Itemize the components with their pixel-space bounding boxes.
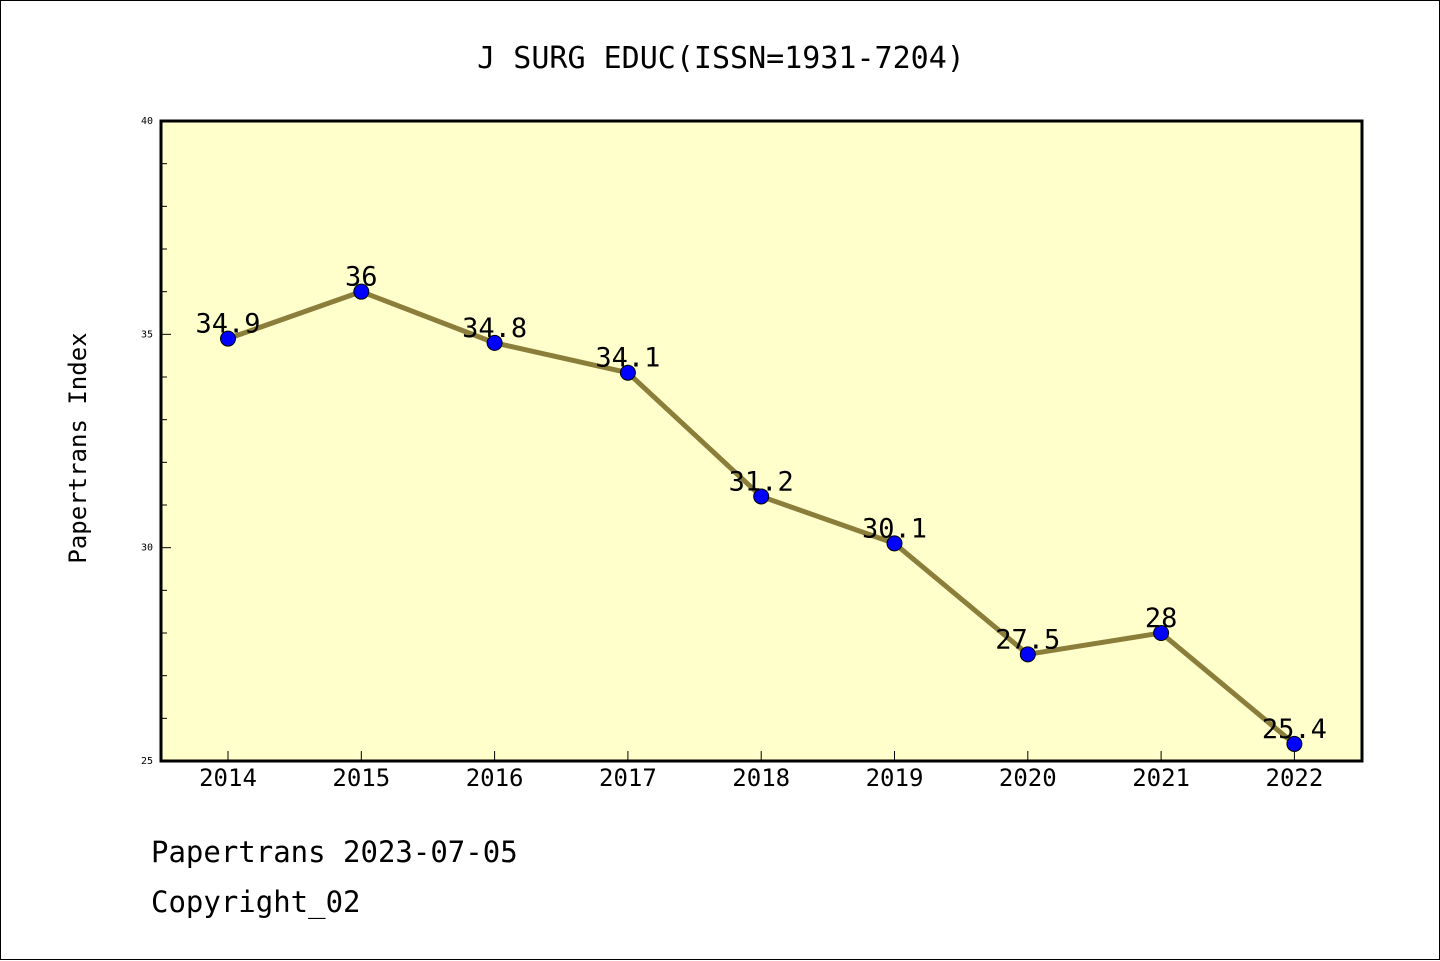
x-tick-label: 2020: [999, 764, 1057, 792]
data-point: [220, 330, 236, 347]
x-tick-label: 2016: [466, 764, 524, 792]
x-tick-label: 2017: [599, 764, 657, 792]
data-label: 34.8: [462, 313, 527, 344]
data-markers: [220, 283, 1303, 752]
y-tick-label: 40: [141, 116, 153, 127]
plot-area: [159, 119, 1364, 763]
y-tick-label: 30: [141, 543, 153, 554]
data-point: [619, 364, 636, 381]
data-point: [486, 334, 503, 351]
x-tick-label: 2021: [1132, 764, 1190, 792]
footer-copyright: Copyright_02: [151, 885, 361, 919]
footer-date: Papertrans 2023-07-05: [151, 835, 518, 869]
data-label: 30.1: [862, 513, 927, 544]
x-tick-label: 2019: [866, 764, 924, 792]
y-axis: 25 30 35 40: [141, 116, 171, 767]
data-label: 27.5: [995, 624, 1060, 655]
data-point: [753, 488, 770, 505]
x-axis: 2014 2015 2016 2017 2018 2019 2020 2021 2022: [199, 751, 1323, 792]
data-point: [1153, 625, 1170, 641]
data-label: 34.9: [195, 309, 260, 340]
data-label: 36: [345, 262, 378, 293]
data-point: [1286, 735, 1303, 752]
data-point: [1019, 646, 1036, 663]
data-label: 28: [1145, 603, 1178, 634]
data-label: 31.2: [729, 466, 794, 497]
x-tick-label: 2014: [199, 764, 257, 792]
data-label: 34.1: [595, 343, 660, 374]
y-axis-label: Papertrans Index: [64, 332, 92, 563]
data-labels: 34.9 36 34.8 34.1 31.2 30.1 27.5 28 25.4: [195, 262, 1326, 745]
data-point: [353, 283, 370, 300]
x-tick-label: 2015: [332, 764, 390, 792]
chart-title: J SURG EDUC(ISSN=1931-7204): [477, 41, 965, 76]
y-tick-label: 25: [141, 756, 153, 767]
data-label: 25.4: [1262, 714, 1327, 745]
x-tick-label: 2018: [732, 764, 790, 792]
x-tick-label: 2022: [1266, 764, 1324, 792]
data-point: [886, 535, 903, 552]
y-tick-label: 35: [141, 329, 153, 340]
